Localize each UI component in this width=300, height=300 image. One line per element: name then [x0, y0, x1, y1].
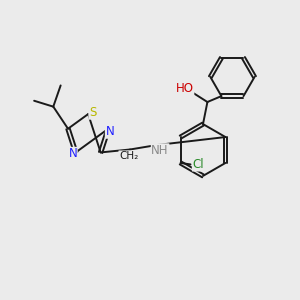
Text: CH₂: CH₂ — [119, 151, 138, 161]
Text: N: N — [68, 147, 77, 161]
Text: N: N — [105, 125, 114, 138]
Text: NH: NH — [152, 144, 169, 157]
Text: S: S — [89, 106, 96, 119]
Text: HO: HO — [176, 82, 194, 95]
Text: Cl: Cl — [192, 158, 204, 171]
